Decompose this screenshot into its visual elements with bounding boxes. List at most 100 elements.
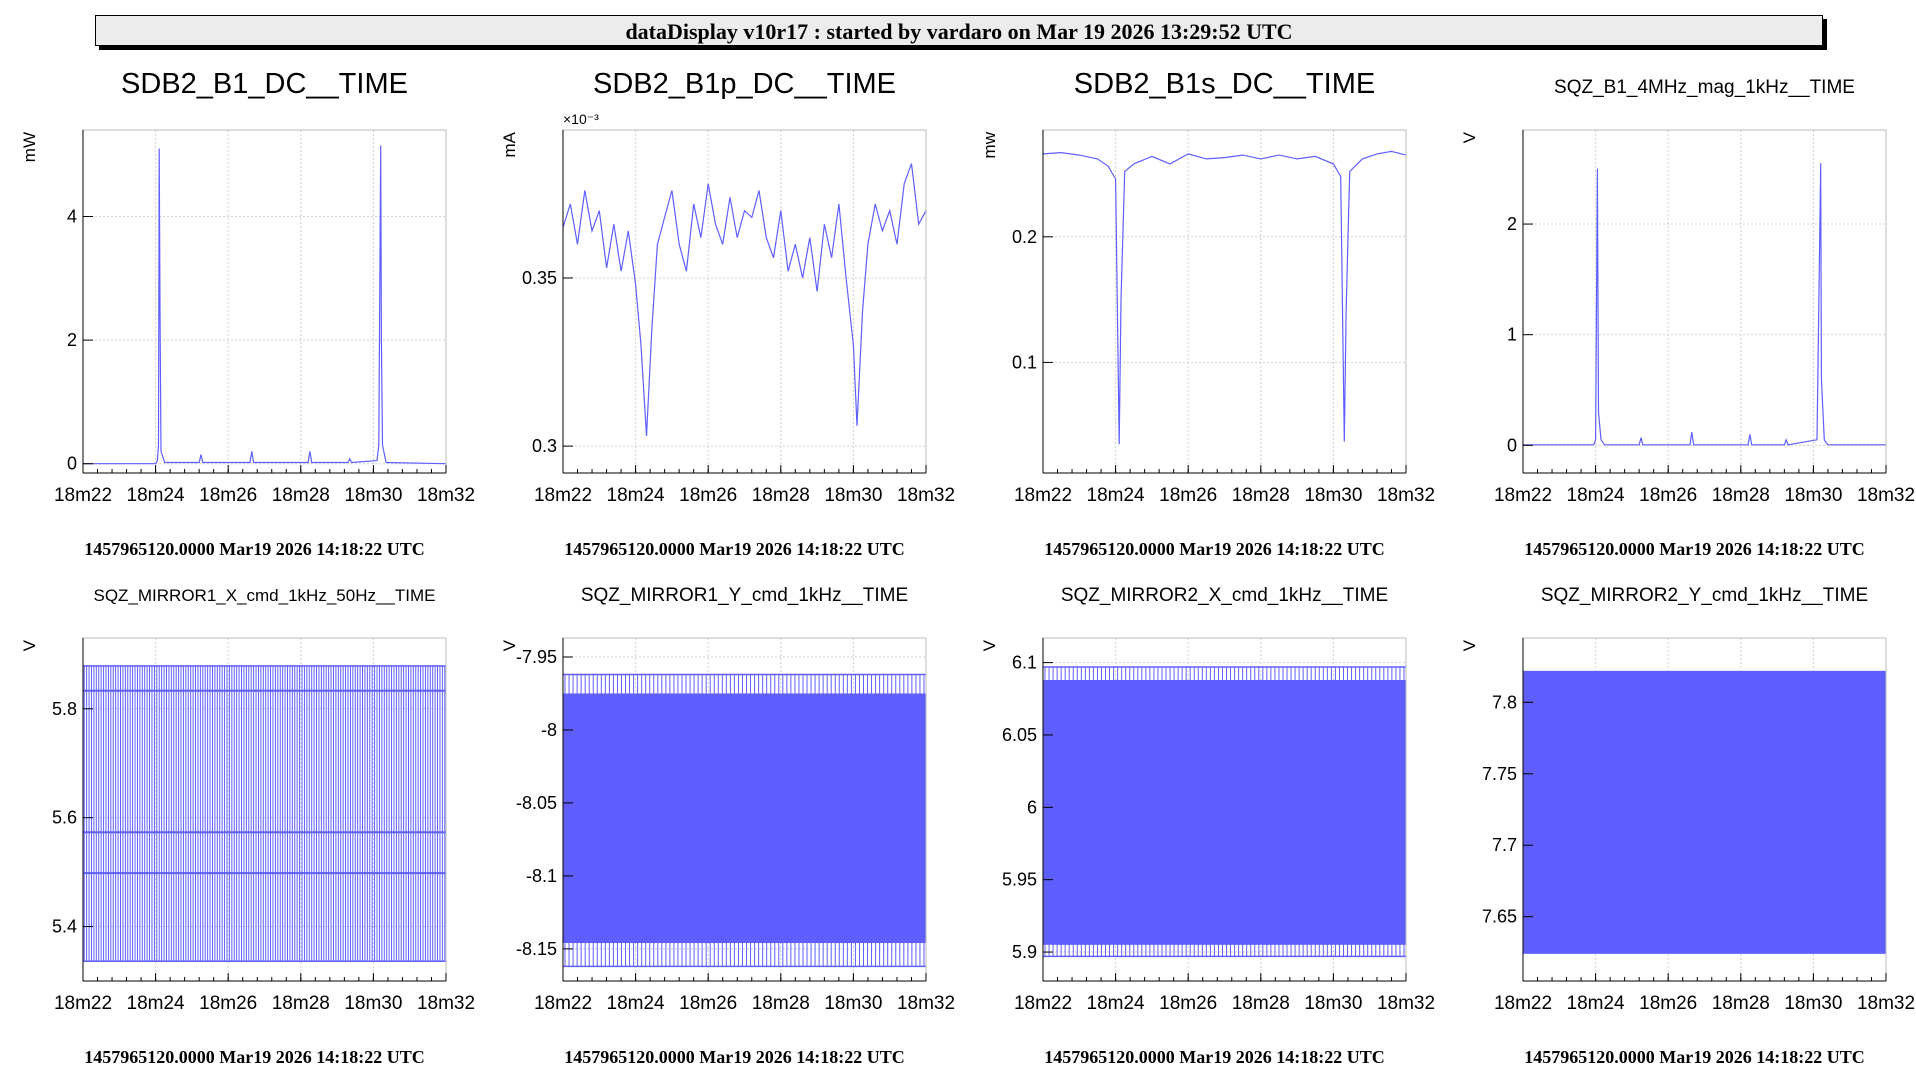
x-tick-label: 18m28 [1712,993,1770,1014]
y-axis-label: V [1460,639,1479,651]
trace-level-high [83,689,446,692]
trace-level-mid [83,831,446,834]
chart-title: SDB2_B1s_DC__TIME [1074,68,1375,100]
x-tick-label: 18m28 [752,485,810,506]
x-tick-label: 18m24 [1087,485,1146,506]
x-tick-label: 18m30 [1304,993,1362,1014]
y-tick-label: 7.7 [1492,835,1517,855]
y-multiplier-label: ×10⁻³ [563,111,599,127]
x-tick-label: 18m30 [1784,993,1842,1014]
x-tick-label: 18m32 [1377,993,1435,1014]
x-tick-label: 18m26 [199,485,257,506]
y-tick-label: 5.95 [1002,870,1037,890]
trace-level-top [83,665,446,667]
x-tick-label: 18m22 [534,485,592,506]
trace-band [1523,670,1886,954]
y-axis-label: V [1460,131,1479,143]
plot-frame [1042,129,1407,474]
banner-title: dataDisplay v10r17 : started by vardaro … [625,19,1293,44]
x-axis-label: 1457965120.0000 Mar19 2026 14:18:22 UTC [84,539,424,559]
x-tick-label: 18m22 [54,993,112,1014]
chart-panel: SDB2_B1p_DC__TIME mA ×10⁻³ 18m22 18m24 18m26 1… [500,68,955,559]
x-tick-label: 18m24 [127,485,186,506]
x-tick-label: 18m24 [1567,993,1626,1014]
y-tick-label: 6.1 [1012,653,1037,673]
x-tick-label: 18m26 [679,993,737,1014]
x-tick-label: 18m24 [127,993,186,1014]
y-tick-label: -7.95 [516,647,557,667]
data-series-line [1042,150,1407,445]
y-tick-label: 2 [1507,214,1517,234]
x-tick-label: 18m28 [272,993,330,1014]
x-tick-label: 18m22 [1494,993,1552,1014]
chart-title: SQZ_MIRROR1_Y_cmd_1kHz__TIME [581,585,908,606]
x-tick-label: 18m30 [1304,485,1362,506]
x-tick-label: 18m32 [417,993,475,1014]
y-tick-label: 7.8 [1492,692,1517,712]
chart-title: SDB2_B1p_DC__TIME [593,68,896,100]
y-tick-label: 4 [67,207,77,227]
x-tick-label: 18m22 [1494,485,1552,506]
chart-panel: SQZ_MIRROR1_X_cmd_1kHz_50Hz__TIME V 18m22 1… [20,586,475,1067]
x-tick-label: 18m30 [824,485,882,506]
y-tick-label: 0.1 [1012,352,1037,372]
x-axis-label: 1457965120.0000 Mar19 2026 14:18:22 UTC [1524,539,1864,559]
y-axis-label: mW [20,132,39,162]
x-tick-label: 18m26 [1639,485,1697,506]
y-tick-label: -8.05 [516,793,557,813]
x-tick-label: 18m26 [1639,993,1697,1014]
data-series-line [562,163,927,437]
chart-panel: SDB2_B1_DC__TIME mW 18m22 18m24 18m26 18m28 18… [20,68,475,559]
data-series-line [83,145,447,465]
x-tick-label: 18m32 [1377,485,1435,506]
x-tick-label: 18m22 [54,485,112,506]
x-axis-label: 1457965120.0000 Mar19 2026 14:18:22 UTC [564,1047,904,1067]
x-tick-label: 18m30 [824,993,882,1014]
x-tick-label: 18m30 [1784,485,1842,506]
title-banner: dataDisplay v10r17 : started by vardaro … [95,15,1823,46]
x-tick-label: 18m22 [534,993,592,1014]
x-tick-label: 18m28 [1232,485,1290,506]
x-axis-label: 1457965120.0000 Mar19 2026 14:18:22 UTC [1044,1047,1384,1067]
x-axis-label: 1457965120.0000 Mar19 2026 14:18:22 UTC [84,1047,424,1067]
x-tick-label: 18m26 [1159,485,1217,506]
chart-title: SQZ_MIRROR1_X_cmd_1kHz_50Hz__TIME [93,586,435,605]
plot-frame [562,129,927,474]
trace-level-low [83,872,446,875]
trace-band [1043,679,1406,945]
chart-title: SQZ_MIRROR2_Y_cmd_1kHz__TIME [1541,585,1868,606]
x-tick-label: 18m26 [199,993,257,1014]
x-tick-label: 18m28 [1232,993,1290,1014]
x-tick-label: 18m32 [1857,993,1915,1014]
x-axis-label: 1457965120.0000 Mar19 2026 14:18:22 UTC [1044,539,1384,559]
x-tick-label: 18m32 [897,993,955,1014]
x-tick-label: 18m28 [1712,485,1770,506]
x-tick-label: 18m24 [1567,485,1626,506]
chart-panel: SQZ_MIRROR2_X_cmd_1kHz__TIME V 18m22 18m24 1… [980,585,1435,1067]
plot-frame [82,129,447,474]
data-series-line [1523,163,1886,446]
y-axis-label: V [980,639,999,651]
x-tick-label: 18m32 [1857,485,1915,506]
x-axis-label: 1457965120.0000 Mar19 2026 14:18:22 UTC [564,539,904,559]
plot-frame [1522,129,1887,474]
y-tick-label: -8.1 [526,866,557,886]
x-tick-label: 18m26 [1159,993,1217,1014]
chart-title: SQZ_B1_4MHz_mag_1kHz__TIME [1554,77,1855,98]
y-axis-label: V [20,639,39,651]
y-tick-label: 7.65 [1482,907,1517,927]
y-tick-label: 5.8 [52,699,77,719]
y-tick-label: 0.35 [522,268,557,288]
y-tick-label: -8.15 [516,939,557,959]
x-tick-label: 18m28 [752,993,810,1014]
chart-title: SQZ_MIRROR2_X_cmd_1kHz__TIME [1061,585,1388,606]
y-tick-label: -8 [541,720,557,740]
y-tick-label: 6.05 [1002,725,1037,745]
chart-panel: SQZ_MIRROR1_Y_cmd_1kHz__TIME V 18m22 18m24 1… [500,585,955,1067]
y-tick-label: 0 [67,454,77,474]
y-tick-label: 2 [67,330,77,350]
x-tick-label: 18m22 [1014,485,1072,506]
chart-panel: SQZ_B1_4MHz_mag_1kHz__TIME V 18m22 18m24 18m… [1460,77,1915,559]
